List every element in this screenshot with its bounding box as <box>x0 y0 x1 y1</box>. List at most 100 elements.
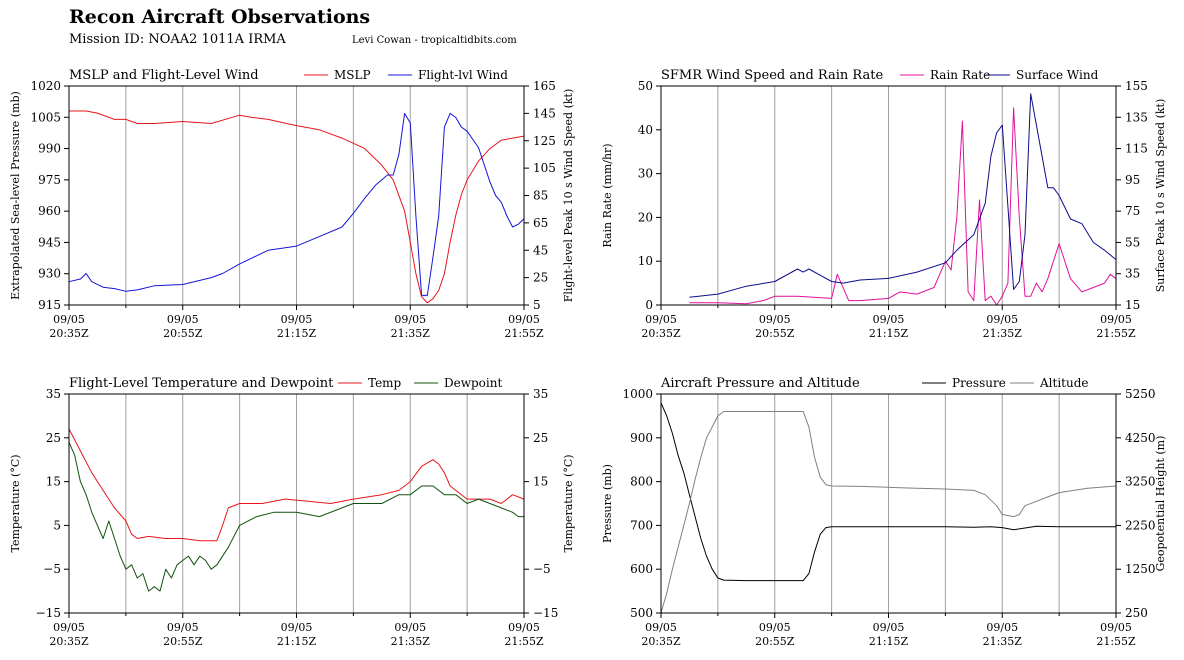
credit-line: Levi Cowan - tropicaltidbits.com <box>352 35 517 46</box>
x-tick-label: 09/05 21:35Z <box>391 621 431 648</box>
y2-axis-label: Temperature (°C) <box>562 454 575 552</box>
y-tick-label: 50 <box>638 79 653 93</box>
chart-title: Aircraft Pressure and Altitude <box>660 376 860 391</box>
y2-tick-label: 2250 <box>1125 518 1156 532</box>
legend-label: Altitude <box>1039 376 1089 390</box>
y-axis-label: Rain Rate (mm/hr) <box>601 143 614 247</box>
y-tick-label: 1020 <box>30 79 61 93</box>
series-line-surface-wind <box>689 93 1117 298</box>
y-tick-label: 25 <box>46 431 61 445</box>
y2-tick-label: 15 <box>1125 298 1140 312</box>
series-line-temp <box>68 428 525 542</box>
series-line-rain-rate <box>689 107 1117 306</box>
y2-axis-label: Surface Peak 10 s Wind Speed (kt) <box>1154 99 1167 293</box>
y2-tick-label: 3250 <box>1125 475 1156 489</box>
y-tick-label: 1000 <box>622 387 653 401</box>
x-tick-label: 09/05 20:35Z <box>49 313 89 340</box>
y2-tick-label: 1250 <box>1125 562 1156 576</box>
y2-tick-label: 95 <box>1125 173 1140 187</box>
mission-id: Mission ID: NOAA2 1011A IRMA <box>69 32 286 47</box>
series-line-dewpoint <box>68 442 524 592</box>
y2-tick-label: 125 <box>533 134 556 148</box>
y-tick-label: 800 <box>630 475 653 489</box>
chart-title: Flight-Level Temperature and Dewpoint <box>69 376 334 391</box>
page-title: Recon Aircraft Observations <box>69 6 371 28</box>
y-tick-label: 990 <box>38 142 61 156</box>
y-tick-label: 10 <box>638 254 653 268</box>
chart-title: MSLP and Flight-Level Wind <box>69 68 259 83</box>
x-tick-label: 09/05 20:35Z <box>49 621 89 648</box>
y-tick-label: 600 <box>630 562 653 576</box>
y2-tick-label: −5 <box>533 562 551 576</box>
legend-label: Pressure <box>952 376 1006 390</box>
series-line-pressure <box>660 402 1116 582</box>
x-tick-label: 09/05 21:35Z <box>983 621 1023 648</box>
legend-label: Flight-lvl Wind <box>418 68 508 82</box>
y-tick-label: 5 <box>53 518 61 532</box>
legend-label: Temp <box>368 376 402 390</box>
y2-tick-label: 105 <box>533 161 556 175</box>
y-tick-label: 700 <box>630 518 653 532</box>
y2-axis-label: Geopotential Height (m) <box>1154 436 1167 572</box>
y2-tick-label: 15 <box>533 475 548 489</box>
y-tick-label: 1005 <box>30 110 61 124</box>
chart-panel-3: Flight-Level Temperature and Dewpoint Dew… <box>9 376 575 648</box>
y-tick-label: −15 <box>36 606 61 620</box>
y-tick-label: 20 <box>638 210 653 224</box>
y2-tick-label: 65 <box>533 216 548 230</box>
y2-tick-label: 45 <box>533 243 548 257</box>
y2-tick-label: 155 <box>1125 79 1148 93</box>
y2-tick-label: −15 <box>533 606 558 620</box>
plot-frame <box>660 85 1117 306</box>
y-tick-label: 35 <box>46 387 61 401</box>
y2-tick-label: 75 <box>1125 204 1140 218</box>
y2-axis-label: Flight-level Peak 10 s Wind Speed (kt) <box>562 89 575 303</box>
y-tick-label: 975 <box>38 173 61 187</box>
y-tick-label: 0 <box>645 298 653 312</box>
y-tick-label: −5 <box>43 562 61 576</box>
y2-tick-label: 165 <box>533 79 556 93</box>
y-axis-label: Temperature (°C) <box>9 454 22 552</box>
y2-tick-label: 135 <box>1125 110 1148 124</box>
x-tick-label: 09/05 21:15Z <box>869 313 909 340</box>
y2-tick-label: 4250 <box>1125 431 1156 445</box>
chart-panel-4: Aircraft Pressure and Altitude Altitude Pr… <box>601 376 1167 648</box>
series-line-flight-lvl-wind <box>68 112 525 296</box>
y-tick-label: 960 <box>38 204 61 218</box>
y-tick-label: 945 <box>38 235 61 249</box>
x-tick-label: 09/05 20:55Z <box>163 313 203 340</box>
y-tick-label: 30 <box>638 167 653 181</box>
y-tick-label: 915 <box>38 298 61 312</box>
legend-label: Surface Wind <box>1016 68 1099 82</box>
chart-panel-2: SFMR Wind Speed and Rain Rate Surface Win… <box>601 68 1167 340</box>
plot-frame <box>68 393 525 614</box>
x-tick-label: 09/05 21:55Z <box>504 313 544 340</box>
x-tick-label: 09/05 21:15Z <box>869 621 909 648</box>
x-tick-label: 09/05 21:15Z <box>277 621 317 648</box>
y2-tick-label: 35 <box>1125 267 1140 281</box>
y2-tick-label: 250 <box>1125 606 1148 620</box>
x-tick-label: 09/05 21:55Z <box>1096 313 1136 340</box>
x-tick-label: 09/05 20:55Z <box>755 621 795 648</box>
y2-tick-label: 5 <box>533 298 541 312</box>
y-tick-label: 500 <box>630 606 653 620</box>
x-tick-label: 09/05 21:35Z <box>983 313 1023 340</box>
x-tick-label: 09/05 21:35Z <box>391 313 431 340</box>
x-tick-label: 09/05 21:55Z <box>504 621 544 648</box>
y2-tick-label: 35 <box>533 387 548 401</box>
x-tick-label: 09/05 20:35Z <box>641 621 681 648</box>
x-tick-label: 09/05 21:15Z <box>277 313 317 340</box>
y-tick-label: 930 <box>38 267 61 281</box>
x-tick-label: 09/05 20:35Z <box>641 313 681 340</box>
legend-label: MSLP <box>334 68 371 82</box>
y2-tick-label: 85 <box>533 189 548 203</box>
y2-tick-label: 115 <box>1125 142 1148 156</box>
y-tick-label: 900 <box>630 431 653 445</box>
y-axis-label: Pressure (mb) <box>601 464 614 543</box>
y2-tick-label: 5250 <box>1125 387 1156 401</box>
y-axis-label: Extrapolated Sea-level Pressure (mb) <box>9 91 22 300</box>
legend-label: Rain Rate <box>930 68 990 82</box>
y-tick-label: 15 <box>46 475 61 489</box>
series-line-mslp <box>69 110 525 304</box>
